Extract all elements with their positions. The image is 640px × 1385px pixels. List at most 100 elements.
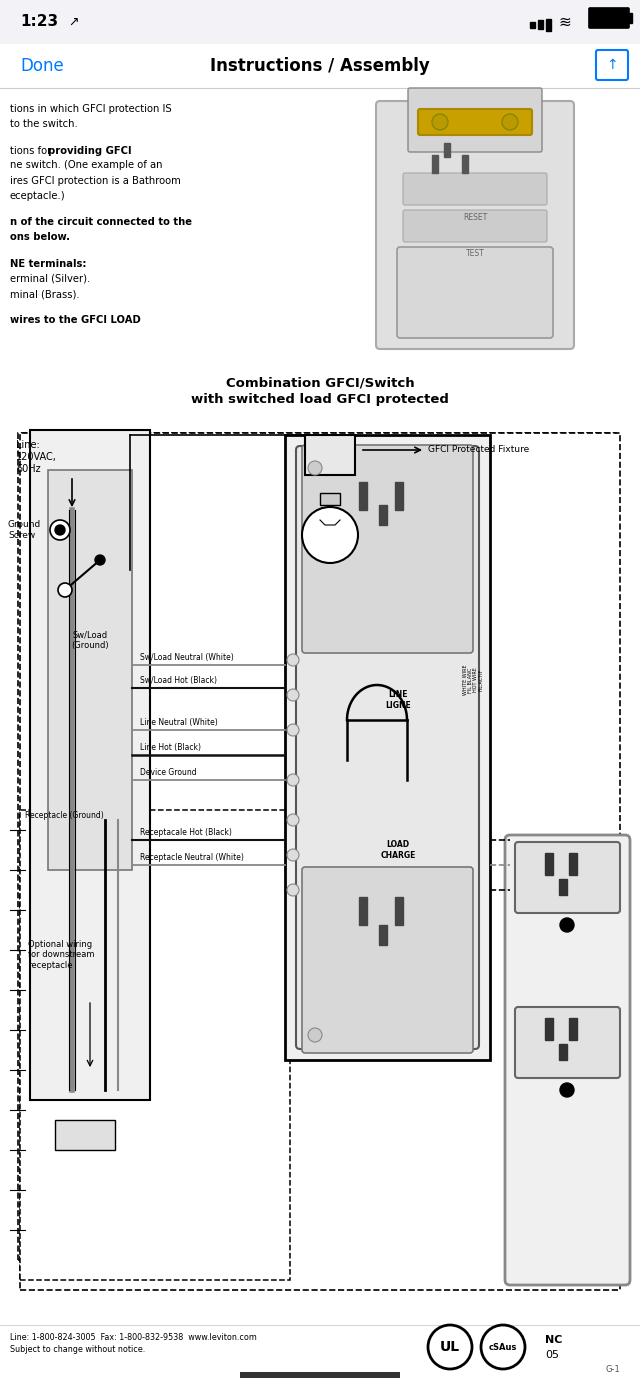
FancyBboxPatch shape [296,446,479,1048]
Text: wires to the GFCI LOAD: wires to the GFCI LOAD [10,316,140,325]
Bar [569,853,577,875]
FancyBboxPatch shape [596,50,628,80]
Circle shape [428,1325,472,1368]
Bar [320,493,340,506]
Text: Combination GFCI/Switch: Combination GFCI/Switch [226,377,414,391]
FancyBboxPatch shape [515,842,620,913]
Bar [462,155,468,173]
Text: minal (Brass).: minal (Brass). [10,289,79,299]
FancyBboxPatch shape [302,867,473,1053]
Text: ons below.: ons below. [10,233,70,242]
Text: HOT WIRE
FIL.ACTIF: HOT WIRE FIL.ACTIF [472,668,483,692]
Text: Device Ground: Device Ground [140,769,196,777]
Text: Receptacale Hot (Black): Receptacale Hot (Black) [140,828,232,837]
Circle shape [287,814,299,825]
Text: ≋: ≋ [559,14,572,29]
Text: UL: UL [440,1341,460,1355]
Circle shape [502,114,518,130]
Text: cSAus: cSAus [489,1342,517,1352]
Circle shape [287,654,299,666]
FancyBboxPatch shape [589,8,629,28]
Circle shape [560,918,574,932]
Bar [628,12,632,24]
Circle shape [308,461,322,475]
Text: Instructions / Assembly: Instructions / Assembly [210,57,430,75]
Circle shape [287,688,299,701]
Text: 120VAC,: 120VAC, [16,452,57,463]
Text: Ground
Screw: Ground Screw [8,521,41,540]
Circle shape [287,849,299,861]
Circle shape [481,1325,525,1368]
FancyBboxPatch shape [376,101,574,349]
FancyBboxPatch shape [403,173,547,205]
Text: LOAD
CHARGE: LOAD CHARGE [380,841,416,860]
Text: 60Hz: 60Hz [16,464,40,474]
Bar [359,897,367,925]
Bar [285,435,490,1060]
Text: NE terminals:: NE terminals: [10,259,86,269]
FancyBboxPatch shape [505,835,630,1285]
Bar [559,1044,567,1060]
Bar [30,429,150,1100]
Circle shape [95,555,105,565]
Circle shape [287,884,299,896]
Text: G-1: G-1 [605,1366,620,1374]
Circle shape [287,774,299,787]
Text: NC: NC [545,1335,563,1345]
Bar [538,19,543,29]
Text: ↑: ↑ [606,58,618,72]
FancyBboxPatch shape [408,89,542,152]
Text: Sw/Load Hot (Black): Sw/Load Hot (Black) [140,676,217,686]
Text: n of the circuit connected to the: n of the circuit connected to the [10,217,191,227]
Text: tions for: tions for [10,145,54,157]
Text: Subject to change without notice.: Subject to change without notice. [10,1345,145,1355]
Bar [530,22,535,28]
Text: eceptacle.): eceptacle.) [10,191,65,201]
Bar [18,432,616,1260]
Text: Receptacle Neutral (White): Receptacle Neutral (White) [140,853,244,861]
Text: Line Neutral (White): Line Neutral (White) [140,717,218,727]
Text: RESET: RESET [463,212,487,222]
FancyBboxPatch shape [302,445,473,652]
Text: Optional wiring
for downstream
receptacle: Optional wiring for downstream receptacl… [28,940,95,970]
Bar [20,434,620,1289]
Bar [545,1018,553,1040]
Bar [359,482,367,510]
Bar [432,155,438,173]
FancyBboxPatch shape [403,211,547,242]
Bar [379,506,387,525]
Bar [379,925,387,945]
Text: ires GFCI protection is a Bathroom: ires GFCI protection is a Bathroom [10,176,180,186]
Text: erminal (Silver).: erminal (Silver). [10,274,90,284]
FancyBboxPatch shape [515,1007,620,1078]
Text: Line Hot (Black): Line Hot (Black) [140,742,201,752]
Bar [569,1018,577,1040]
Circle shape [58,583,72,597]
Text: WHITE WIRE
FIL BLANC: WHITE WIRE FIL BLANC [463,665,474,695]
Bar [395,897,403,925]
Text: ne switch. (One example of an: ne switch. (One example of an [10,161,162,170]
Circle shape [287,724,299,735]
Bar [0,44,640,89]
Text: LINE
LIGNE: LINE LIGNE [385,690,411,709]
Bar [0,0,640,44]
Bar [20,810,290,1280]
Text: with switched load GFCI protected: with switched load GFCI protected [191,393,449,406]
Bar [55,1120,115,1150]
Text: Receptacle (Ground): Receptacle (Ground) [25,812,104,820]
Circle shape [560,1083,574,1097]
Text: to the switch.: to the switch. [10,119,77,130]
Bar [559,879,567,895]
Text: 05: 05 [545,1350,559,1360]
Bar [48,470,132,870]
Bar [340,91,615,360]
Text: tions in which GFCI protection IS: tions in which GFCI protection IS [10,104,172,115]
Text: Done: Done [20,57,64,75]
Text: TEST: TEST [466,249,484,259]
Circle shape [302,507,358,562]
FancyBboxPatch shape [397,247,553,338]
Text: providing GFCI: providing GFCI [47,145,131,157]
Text: Sw/Load
(Ground): Sw/Load (Ground) [71,630,109,650]
Text: Line: 1-800-824-3005  Fax: 1-800-832-9538  www.leviton.com: Line: 1-800-824-3005 Fax: 1-800-832-9538… [10,1332,257,1342]
Text: ↗: ↗ [68,15,79,29]
